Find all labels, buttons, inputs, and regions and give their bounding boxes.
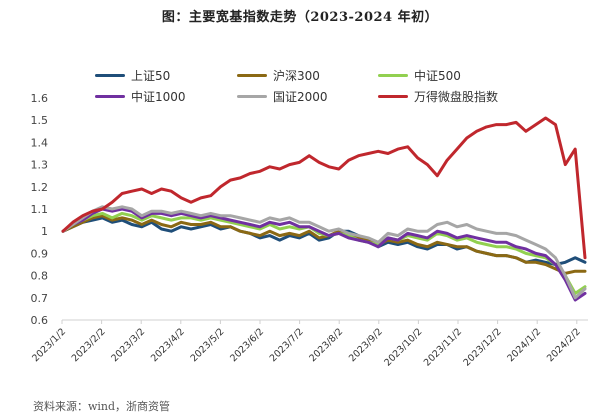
- legend-label: 万得微盘股指数: [414, 90, 499, 104]
- x-tick-label: 2023/2/2: [70, 326, 108, 364]
- x-tick-label: 2024/2/2: [545, 326, 583, 364]
- legend-label: 上证50: [131, 69, 171, 83]
- x-tick-label: 2023/9/2: [347, 326, 385, 364]
- y-tick-label: 0.7: [31, 292, 49, 305]
- legend-swatch-icon: [378, 95, 408, 98]
- x-tick-label: 2023/12/2: [461, 326, 503, 368]
- legend-label: 沪深300: [273, 69, 320, 83]
- x-tick-label: 2023/6/2: [228, 326, 266, 364]
- series-line: [61, 116, 587, 260]
- x-tick-label: 2023/1/2: [30, 326, 68, 364]
- y-tick-label: 0.8: [31, 270, 49, 283]
- series-line: [61, 207, 587, 302]
- legend-swatch-icon: [95, 95, 125, 98]
- legend-label: 中证500: [414, 69, 461, 83]
- y-tick-label: 1: [41, 225, 48, 238]
- legend-item-gz2000: 国证2000: [237, 88, 328, 105]
- legend-item-hs300: 沪深300: [237, 67, 320, 84]
- y-tick-label: 1.2: [31, 181, 49, 194]
- x-tick-label: 2023/8/2: [307, 326, 345, 364]
- y-tick-label: 1.1: [31, 203, 49, 216]
- legend-swatch-icon: [95, 74, 125, 77]
- x-tick-label: 2023/4/2: [149, 326, 187, 364]
- series-line: [61, 214, 587, 275]
- legend-item-microcap: 万得微盘股指数: [378, 88, 498, 105]
- chart-title: 图：主要宽基指数走势（2023-2024 年初）: [161, 10, 439, 25]
- y-tick-label: 0.6: [31, 314, 49, 327]
- x-axis: 2023/1/2 2023/2/2 2023/3/2 2023/4/2 2023/5/2…: [30, 319, 588, 369]
- legend-item-zz1000: 中证1000: [95, 88, 186, 105]
- legend-label: 国证2000: [273, 90, 328, 104]
- source-note: 资料来源：wind，浙商资管: [33, 400, 171, 413]
- y-axis: 1.6 1.5 1.4 1.3 1.2 1.1 1 0.9 0.8 0.7 0.6: [31, 92, 49, 327]
- legend-swatch-icon: [237, 74, 267, 77]
- y-tick-label: 1.3: [31, 159, 49, 172]
- y-tick-label: 1.4: [31, 136, 49, 149]
- legend-item-sz50: 上证50: [95, 67, 170, 84]
- y-tick-label: 1.6: [31, 92, 49, 105]
- legend-swatch-icon: [237, 95, 267, 98]
- series-lines: [61, 116, 587, 302]
- x-tick-label: 2023/10/2: [382, 326, 424, 368]
- x-tick-label: 2023/11/2: [422, 326, 464, 368]
- legend-item-zz500: 中证500: [378, 67, 461, 84]
- x-tick-label: 2024/1/2: [505, 326, 543, 364]
- legend-label: 中证1000: [131, 90, 186, 104]
- series-line: [61, 205, 587, 300]
- y-tick-label: 1.5: [31, 114, 49, 127]
- x-tick-label: 2023/5/2: [189, 326, 227, 364]
- x-tick-label: 2023/7/2: [268, 326, 306, 364]
- legend-swatch-icon: [378, 74, 408, 77]
- y-tick-label: 0.9: [31, 247, 49, 260]
- x-tick-label: 2023/3/2: [109, 326, 147, 364]
